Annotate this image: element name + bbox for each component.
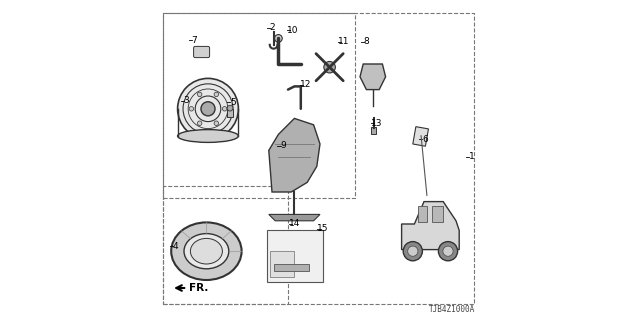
Ellipse shape <box>178 130 239 142</box>
Text: 15: 15 <box>317 224 329 233</box>
Circle shape <box>438 242 458 261</box>
FancyBboxPatch shape <box>193 46 210 58</box>
Polygon shape <box>269 118 320 192</box>
Bar <box>163 186 288 304</box>
Polygon shape <box>402 202 460 250</box>
Circle shape <box>197 92 202 97</box>
Bar <box>163 13 355 198</box>
Text: TJB4Z1000A: TJB4Z1000A <box>429 305 475 314</box>
Circle shape <box>227 105 233 111</box>
Bar <box>371 127 376 134</box>
Circle shape <box>443 246 453 256</box>
Bar <box>268 230 323 282</box>
Text: 6: 6 <box>422 135 428 144</box>
Ellipse shape <box>172 222 242 280</box>
Text: 5: 5 <box>230 98 236 107</box>
Polygon shape <box>432 206 443 222</box>
Circle shape <box>197 121 202 125</box>
Text: 7: 7 <box>192 36 197 44</box>
Ellipse shape <box>184 234 229 269</box>
Circle shape <box>214 92 219 97</box>
Bar <box>227 109 233 117</box>
Ellipse shape <box>191 238 223 264</box>
Bar <box>270 251 294 277</box>
Circle shape <box>201 102 215 116</box>
Bar <box>274 264 309 271</box>
Circle shape <box>189 107 194 111</box>
Circle shape <box>403 242 422 261</box>
Text: 9: 9 <box>280 141 286 150</box>
Circle shape <box>223 107 227 111</box>
Text: 1: 1 <box>469 152 475 161</box>
Polygon shape <box>269 214 320 221</box>
Polygon shape <box>360 64 385 90</box>
Circle shape <box>214 121 219 125</box>
Text: 11: 11 <box>339 37 349 46</box>
Circle shape <box>324 61 335 73</box>
Bar <box>270 251 294 277</box>
Text: 3: 3 <box>184 96 189 105</box>
Polygon shape <box>417 206 428 222</box>
Circle shape <box>408 246 418 256</box>
Text: 12: 12 <box>300 80 311 89</box>
Text: 4: 4 <box>173 242 178 251</box>
Text: 13: 13 <box>371 119 383 128</box>
Circle shape <box>275 35 282 42</box>
Text: 10: 10 <box>287 26 298 35</box>
Text: 8: 8 <box>364 37 369 46</box>
Circle shape <box>178 78 239 139</box>
Text: 2: 2 <box>270 23 275 32</box>
Text: 14: 14 <box>289 220 300 228</box>
Bar <box>413 127 428 146</box>
Text: FR.: FR. <box>189 283 208 293</box>
